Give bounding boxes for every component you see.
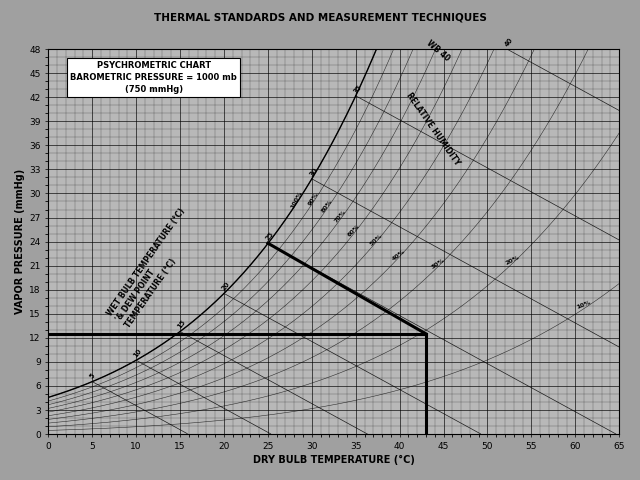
Text: 30: 30 — [308, 166, 319, 177]
Text: PSYCHROMETRIC CHART
BAROMETRIC PRESSURE = 1000 mb
(750 mmHg): PSYCHROMETRIC CHART BAROMETRIC PRESSURE … — [70, 61, 237, 94]
Text: 100%: 100% — [290, 190, 303, 209]
Text: 80%: 80% — [321, 199, 333, 214]
Text: 5: 5 — [89, 373, 96, 380]
Text: 50%: 50% — [369, 233, 383, 246]
Text: WET BULB TEMPERATURE (°C)
'& DEW POINT
TEMPERATURE (°C): WET BULB TEMPERATURE (°C) '& DEW POINT T… — [106, 206, 205, 330]
Text: 25: 25 — [264, 231, 275, 242]
Text: THERMAL STANDARDS AND MEASUREMENT TECHNIQUES: THERMAL STANDARDS AND MEASUREMENT TECHNI… — [154, 12, 486, 22]
Text: 35: 35 — [352, 84, 363, 94]
Text: 40: 40 — [504, 36, 514, 48]
Text: 90%: 90% — [307, 192, 320, 207]
Y-axis label: VAPOR PRESSURE (mmHg): VAPOR PRESSURE (mmHg) — [15, 169, 25, 314]
Text: 40%: 40% — [391, 249, 406, 262]
Text: 30%: 30% — [430, 258, 445, 270]
Text: 15: 15 — [177, 319, 187, 330]
Text: WB 40: WB 40 — [424, 39, 451, 63]
Text: 20: 20 — [220, 281, 231, 292]
Text: 60%: 60% — [347, 224, 361, 238]
Text: RELATIVE HUMIDITY: RELATIVE HUMIDITY — [404, 91, 461, 168]
Text: 10%: 10% — [575, 300, 591, 310]
Text: 10: 10 — [132, 348, 143, 359]
Text: 70%: 70% — [334, 209, 348, 224]
X-axis label: DRY BULB TEMPERATURE (°C): DRY BULB TEMPERATURE (°C) — [253, 455, 415, 465]
Text: 20%: 20% — [505, 255, 521, 266]
